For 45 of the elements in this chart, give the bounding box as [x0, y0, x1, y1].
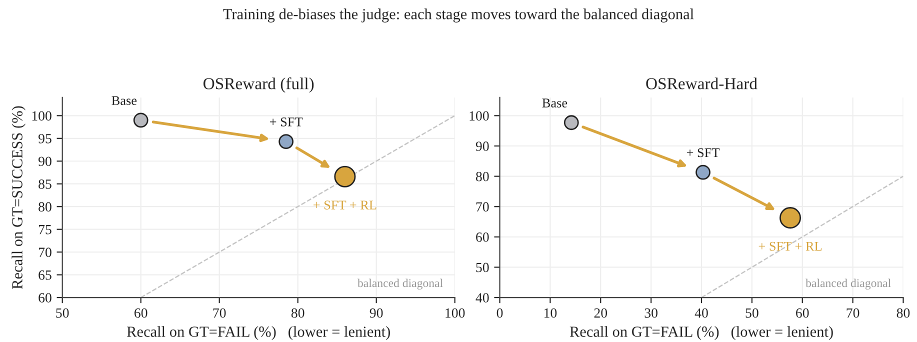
y-tick-label: 90 — [38, 156, 52, 166]
annotation: + SFT — [686, 148, 720, 158]
y-tick-label: 60 — [38, 293, 52, 302]
x-tick-label: 10 — [544, 308, 557, 318]
y-tick-label: 80 — [476, 172, 489, 182]
y-tick-label: 75 — [38, 225, 52, 234]
y-tick-label: 60 — [476, 232, 489, 242]
x-tick-label: 40 — [694, 308, 708, 318]
text: Training de-biases the judge: each stage moves toward the balanced diagonal — [223, 8, 694, 22]
y-tick-label: 40 — [476, 293, 489, 302]
x-tick-label: 30 — [644, 308, 658, 318]
x-axis-title: Recall on GT=FAIL (%) (lower = lenient) — [126, 326, 390, 340]
y-tick-label: 100 — [32, 111, 52, 121]
y-tick-label: 85 — [38, 179, 52, 189]
x-tick-label: 70 — [846, 308, 860, 318]
annotation: balanced diagonal — [806, 278, 891, 290]
x-tick-label: 90 — [370, 308, 383, 318]
x-axis-title: Recall on GT=FAIL (%) (lower = lenient) — [570, 326, 833, 340]
y-axis-title: Recall on GT=SUCCESS (%) — [12, 106, 26, 290]
x-tick-label: 70 — [213, 308, 226, 318]
y-tick-label: 80 — [38, 202, 52, 212]
x-tick-label: 50 — [746, 308, 758, 318]
y-tick-label: 90 — [476, 142, 489, 151]
chart-title: OSReward-Hard — [646, 78, 758, 90]
y-tick-label: 100 — [470, 111, 489, 121]
x-tick-label: 0 — [496, 308, 503, 318]
x-tick-label: 60 — [134, 308, 148, 318]
x-tick-label: 80 — [896, 308, 910, 318]
y-tick-label: 65 — [38, 270, 52, 280]
annotation: balanced diagonal — [358, 278, 443, 290]
x-tick-label: 50 — [56, 308, 69, 318]
y-tick-label: 70 — [476, 202, 489, 212]
x-tick-label: 100 — [446, 308, 465, 318]
annotation: Base — [112, 96, 137, 106]
x-tick-label: 60 — [796, 308, 809, 318]
chart-title: OSReward (full) — [204, 77, 314, 93]
annotation: + SFT — [270, 118, 303, 126]
y-tick-label: 70 — [38, 248, 52, 258]
y-tick-label: 95 — [38, 134, 52, 144]
annotation: + SFT + RL — [758, 242, 822, 251]
x-tick-label: 80 — [291, 308, 304, 318]
annotation: + SFT + RL — [314, 200, 376, 210]
x-tick-label: 20 — [594, 308, 608, 318]
annotation: Base — [542, 98, 568, 108]
y-tick-label: 50 — [476, 262, 489, 272]
